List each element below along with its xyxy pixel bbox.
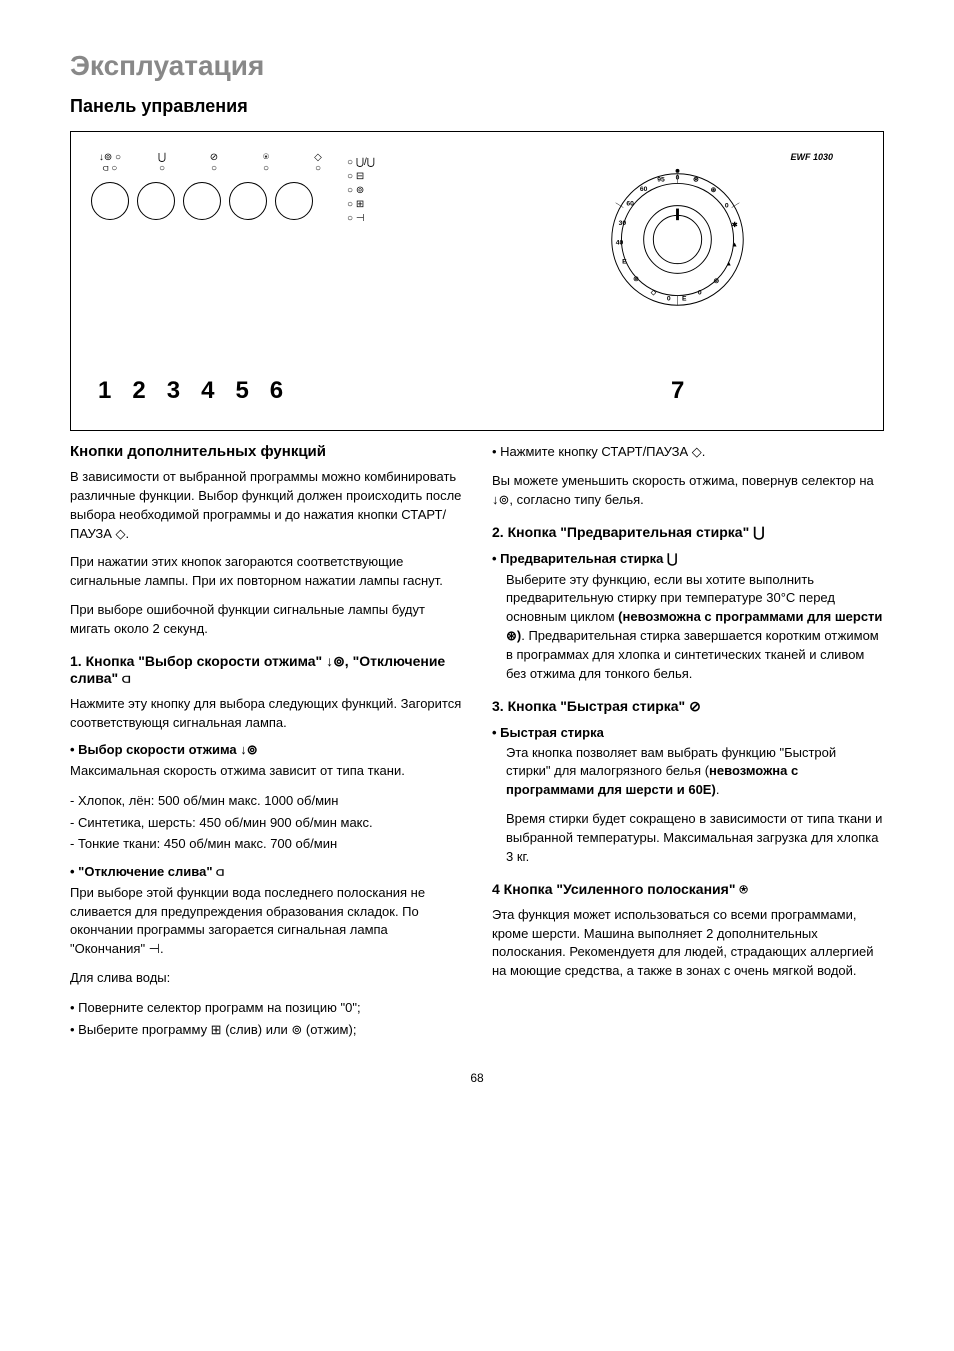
right-h2: 3. Кнопка "Быстрая стирка" ⊘ — [492, 698, 884, 715]
svg-text:E: E — [622, 259, 627, 266]
svg-text:✱: ✱ — [732, 221, 738, 229]
svg-text:60: 60 — [627, 201, 635, 208]
left-bh1: • Выбор скорости отжима ↓⊚ — [70, 742, 462, 758]
indicator-1: ○ ⋃/⋃ — [347, 157, 375, 168]
num-3: 3 — [167, 377, 180, 405]
button-5-circle — [275, 182, 313, 220]
left-li4: • Поверните селектор программ на позицию… — [70, 998, 462, 1018]
svg-text:0: 0 — [698, 290, 702, 297]
left-p7: Для слива воды: — [70, 969, 462, 988]
right-li1: • Нажмите кнопку СТАРТ/ПАУЗА ◇. — [492, 443, 884, 462]
right-p5: Эта функция может использоваться со всем… — [492, 906, 884, 981]
indicator-4: ○ ⊞ — [347, 199, 375, 210]
svg-text:⊚: ⊚ — [714, 278, 720, 285]
icon-circle: ○ — [159, 163, 165, 174]
button-1-circle — [91, 182, 129, 220]
indicator-2: ○ ⊟ — [347, 171, 375, 182]
icon-quick: ⊘ — [210, 152, 218, 163]
button-3-circle — [183, 182, 221, 220]
svg-text:⊛: ⊛ — [711, 187, 717, 194]
left-bh2: • "Отключение слива" ⫏ — [70, 864, 462, 880]
svg-text:⊛: ⊛ — [693, 177, 699, 184]
icon-rinse-hold: ⫏ ○ — [103, 163, 118, 174]
program-dial: 0 95 60 60 30 40 E ⊚ ◇ 0 E 0 ⊚ ▲ ▲ ✱ 0 ⊛… — [605, 167, 750, 312]
left-p1: В зависимости от выбранной программы мож… — [70, 468, 462, 543]
left-li5: • Выберите программу ⊞ (слив) или ⊚ (отж… — [70, 1020, 462, 1040]
svg-text:⊚: ⊚ — [633, 276, 639, 283]
right-h3: 4 Кнопка "Усиленного полоскания" ⍟ — [492, 881, 884, 898]
page-number: 68 — [70, 1071, 884, 1085]
left-p4: Нажмите эту кнопку для выбора следующих … — [70, 695, 462, 733]
left-li2: - Синтетика, шерсть: 450 об/мин 900 об/м… — [70, 813, 462, 833]
svg-text:0: 0 — [667, 295, 671, 302]
main-title: Эксплуатация — [70, 50, 884, 82]
right-p3: Эта кнопка позволяет вам выбрать функцию… — [492, 744, 884, 801]
left-p5: Максимальная скорость отжима зависит от … — [70, 762, 462, 781]
num-6: 6 — [270, 377, 283, 405]
svg-text:0: 0 — [725, 203, 729, 210]
svg-text:30: 30 — [619, 220, 627, 227]
indicator-5: ○ ⊣ — [347, 213, 375, 224]
svg-text:▲: ▲ — [731, 241, 738, 248]
left-h1: Кнопки дополнительных функций — [70, 443, 462, 460]
right-p1: Вы можете уменьшить скорость отжима, пов… — [492, 472, 884, 510]
left-li3: - Тонкие ткани: 450 об/мин макс. 700 об/… — [70, 834, 462, 854]
section-title: Панель управления — [70, 96, 884, 117]
svg-text:40: 40 — [616, 239, 624, 246]
svg-text:60: 60 — [640, 186, 648, 193]
button-4-circle — [229, 182, 267, 220]
left-li1: - Хлопок, лён: 500 об/мин макс. 1000 об/… — [70, 791, 462, 811]
num-4: 4 — [201, 377, 214, 405]
svg-text:◇: ◇ — [650, 290, 657, 297]
num-5: 5 — [235, 377, 248, 405]
left-h2: 1. Кнопка "Выбор скорости отжима" ↓⊚, "О… — [70, 653, 462, 687]
left-p2: При нажатии этих кнопок загораются соотв… — [70, 553, 462, 591]
right-p2: Выберите эту функцию, если вы хотите вып… — [492, 571, 884, 684]
num-7: 7 — [671, 377, 684, 405]
indicator-3: ○ ⊚ — [347, 185, 375, 196]
control-panel-diagram: ↓⊚ ○ ⫏ ○ ⋃ ○ ⊘ ○ ⍟ ○ — [70, 131, 884, 431]
icon-start: ◇ — [314, 152, 322, 163]
icon-extra-rinse: ⍟ — [263, 152, 269, 163]
icon-spin: ↓⊚ ○ — [99, 152, 121, 163]
right-p4: Время стирки будет сокращено в зависимос… — [492, 810, 884, 867]
left-p3: При выборе ошибочной функции сигнальные … — [70, 601, 462, 639]
icon-circle: ○ — [263, 163, 269, 174]
icon-circle: ○ — [315, 163, 321, 174]
icon-circle: ○ — [211, 163, 217, 174]
num-1: 1 — [98, 377, 111, 405]
left-p6: При выборе этой функции вода последнего … — [70, 884, 462, 959]
right-bh1: • Предварительная стирка ⋃ — [492, 551, 884, 567]
icon-prewash: ⋃ — [158, 152, 166, 163]
right-h1: 2. Кнопка "Предварительная стирка" ⋃ — [492, 524, 884, 541]
svg-text:95: 95 — [658, 177, 666, 184]
num-2: 2 — [132, 377, 145, 405]
button-2-circle — [137, 182, 175, 220]
right-bh2: • Быстрая стирка — [492, 725, 884, 740]
model-label: EWF 1030 — [790, 152, 833, 162]
svg-text:E: E — [682, 295, 687, 302]
svg-text:▲: ▲ — [726, 261, 733, 268]
